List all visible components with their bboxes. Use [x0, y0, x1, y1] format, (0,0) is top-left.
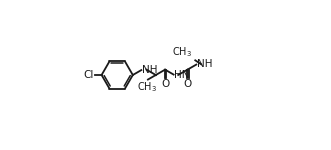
Text: HN: HN: [174, 70, 190, 80]
Text: Cl: Cl: [83, 70, 94, 80]
Text: NH: NH: [142, 65, 158, 75]
Text: NH: NH: [197, 59, 212, 69]
Text: O: O: [184, 80, 192, 90]
Text: CH$_3$: CH$_3$: [137, 80, 158, 94]
Text: O: O: [162, 80, 170, 90]
Text: CH$_3$: CH$_3$: [172, 45, 192, 59]
